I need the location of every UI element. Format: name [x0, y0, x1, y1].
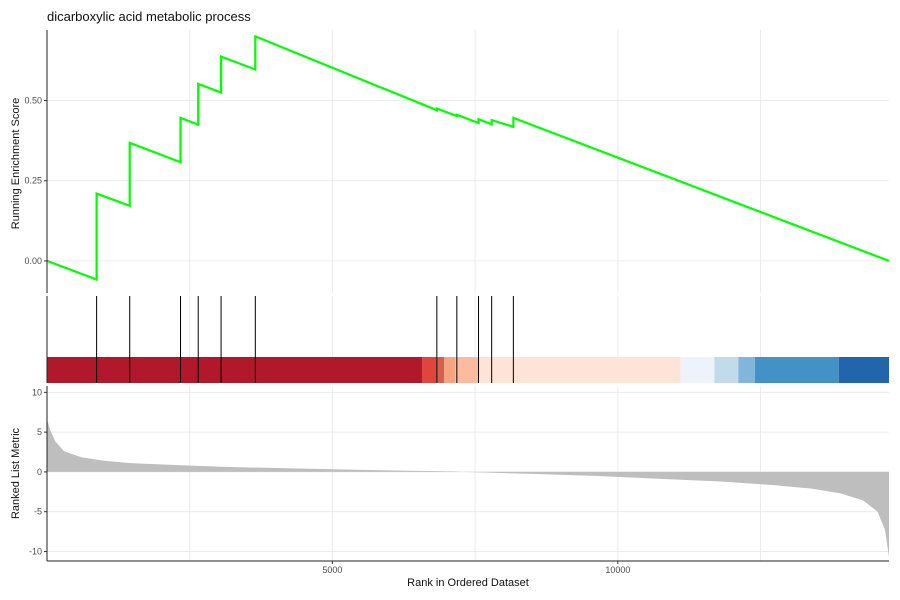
- y-tick-label: 5: [37, 427, 42, 437]
- y-tick-label: 0.00: [24, 256, 42, 266]
- x-axis-ticks: 5000 10000: [322, 561, 630, 575]
- running-enrichment-y-label: Running Enrichment Score: [10, 98, 22, 229]
- color-band-segment: [47, 357, 423, 383]
- color-band-segment: [714, 357, 739, 383]
- color-band-segment: [738, 357, 755, 383]
- ranked-metric-y-ticks: 10 5 0 -5 -10: [29, 387, 47, 556]
- y-tick-label: 0: [37, 467, 42, 477]
- color-band-segment: [422, 357, 437, 383]
- color-band-segment: [680, 357, 715, 383]
- ranked-metric-y-label: Ranked List Metric: [10, 427, 22, 519]
- y-tick-label: 0.50: [24, 96, 42, 106]
- ranked-metric-panel: 10 5 0 -5 -10 5000 10000 Ranked List Metric R…: [10, 386, 889, 589]
- color-band-segment: [754, 357, 839, 383]
- color-band-segment: [838, 357, 889, 383]
- running-enrichment-grid: [47, 30, 889, 293]
- gene-hits-panel: [46, 296, 889, 383]
- y-tick-label: -10: [29, 546, 42, 556]
- x-axis-label: Rank in Ordered Dataset: [407, 577, 529, 589]
- y-tick-label: 0.25: [24, 176, 42, 186]
- y-tick-label: -5: [34, 507, 42, 517]
- running-enrichment-line: [46, 34, 890, 282]
- rank-color-band: [47, 357, 889, 383]
- color-band-segment: [436, 357, 445, 383]
- x-tick-label: 10000: [605, 565, 630, 575]
- chart-title: dicarboxylic acid metabolic process: [47, 9, 251, 24]
- running-enrichment-panel: 0.00 0.25 0.50 Running Enrichment Score: [10, 30, 890, 293]
- ranked-metric-area: [47, 419, 889, 557]
- x-tick-label: 5000: [322, 565, 342, 575]
- y-tick-label: 10: [32, 387, 42, 397]
- color-band-segment: [477, 357, 681, 383]
- gene-hit-lines: [96, 296, 514, 383]
- running-enrichment-y-ticks: 0.00 0.25 0.50: [24, 96, 47, 266]
- color-band-segment: [444, 357, 456, 383]
- color-band-segment: [455, 357, 478, 383]
